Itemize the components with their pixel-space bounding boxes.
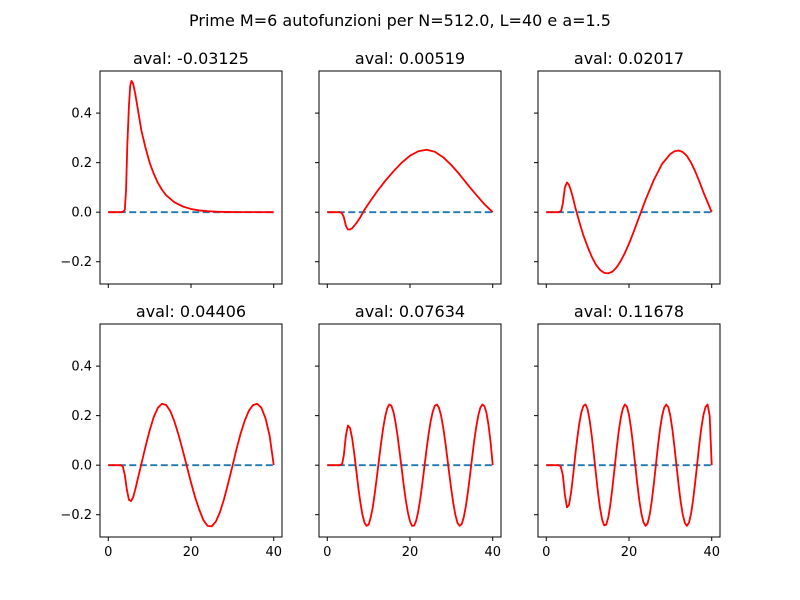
x-tick-label: 40 — [265, 545, 282, 560]
x-tick-label: 0 — [323, 545, 331, 560]
eigenfunction-curve — [108, 80, 274, 214]
eigenfunction-curve — [108, 402, 275, 528]
y-tick-label: −0.2 — [60, 255, 92, 270]
subplot-frame — [318, 70, 502, 285]
eigenfunction-curve — [546, 403, 713, 527]
y-tick-label: 0.2 — [71, 409, 92, 424]
subplot-title: aval: -0.03125 — [133, 49, 249, 68]
x-tick-label: 40 — [703, 545, 720, 560]
subplot-6: aval: 0.11678 0 20 40 — [534, 302, 721, 560]
y-tick-label: 0.4 — [71, 107, 92, 122]
subplot-title: aval: 0.00519 — [355, 49, 465, 68]
eigenfunction-curve — [327, 403, 494, 527]
subplot-4: aval: 0.04406 −0.2 0.0 0.2 0.4 0 20 40 — [60, 302, 283, 560]
subplot-frame — [537, 70, 721, 285]
x-tick-label: 20 — [621, 545, 638, 560]
y-tick-label: 0.0 — [71, 206, 92, 221]
subplot-5: aval: 0.07634 0 20 40 — [315, 302, 502, 560]
subplot-frame — [537, 323, 721, 538]
x-tick-label: 20 — [402, 545, 419, 560]
subplot-title: aval: 0.11678 — [574, 302, 684, 321]
y-tick-label: −0.2 — [60, 508, 92, 523]
subplot-grid: aval: -0.03125 −0.2 0.0 0.2 0.4 aval: 0.00519… — [60, 49, 721, 560]
y-tick-label: 0.0 — [71, 459, 92, 474]
subplot-1: aval: -0.03125 −0.2 0.0 0.2 0.4 — [60, 49, 283, 288]
x-tick-label: 20 — [183, 545, 200, 560]
subplot-frame — [318, 323, 502, 538]
y-tick-label: 0.4 — [71, 360, 92, 375]
subplot-title: aval: 0.04406 — [136, 302, 246, 321]
subplot-3: aval: 0.02017 — [534, 49, 721, 288]
subplot-title: aval: 0.07634 — [355, 302, 465, 321]
subplot-frame — [99, 323, 283, 538]
eigenfunction-curve — [546, 149, 713, 275]
figure-suptitle: Prime M=6 autofunzioni per N=512.0, L=40… — [189, 11, 611, 30]
eigenfunction-curve — [327, 148, 494, 231]
x-tick-label: 0 — [104, 545, 112, 560]
x-tick-label: 0 — [542, 545, 550, 560]
x-tick-label: 40 — [484, 545, 501, 560]
subplot-2: aval: 0.00519 — [315, 49, 502, 288]
subplot-frame — [99, 70, 283, 285]
subplot-title: aval: 0.02017 — [574, 49, 684, 68]
y-tick-label: 0.2 — [71, 156, 92, 171]
